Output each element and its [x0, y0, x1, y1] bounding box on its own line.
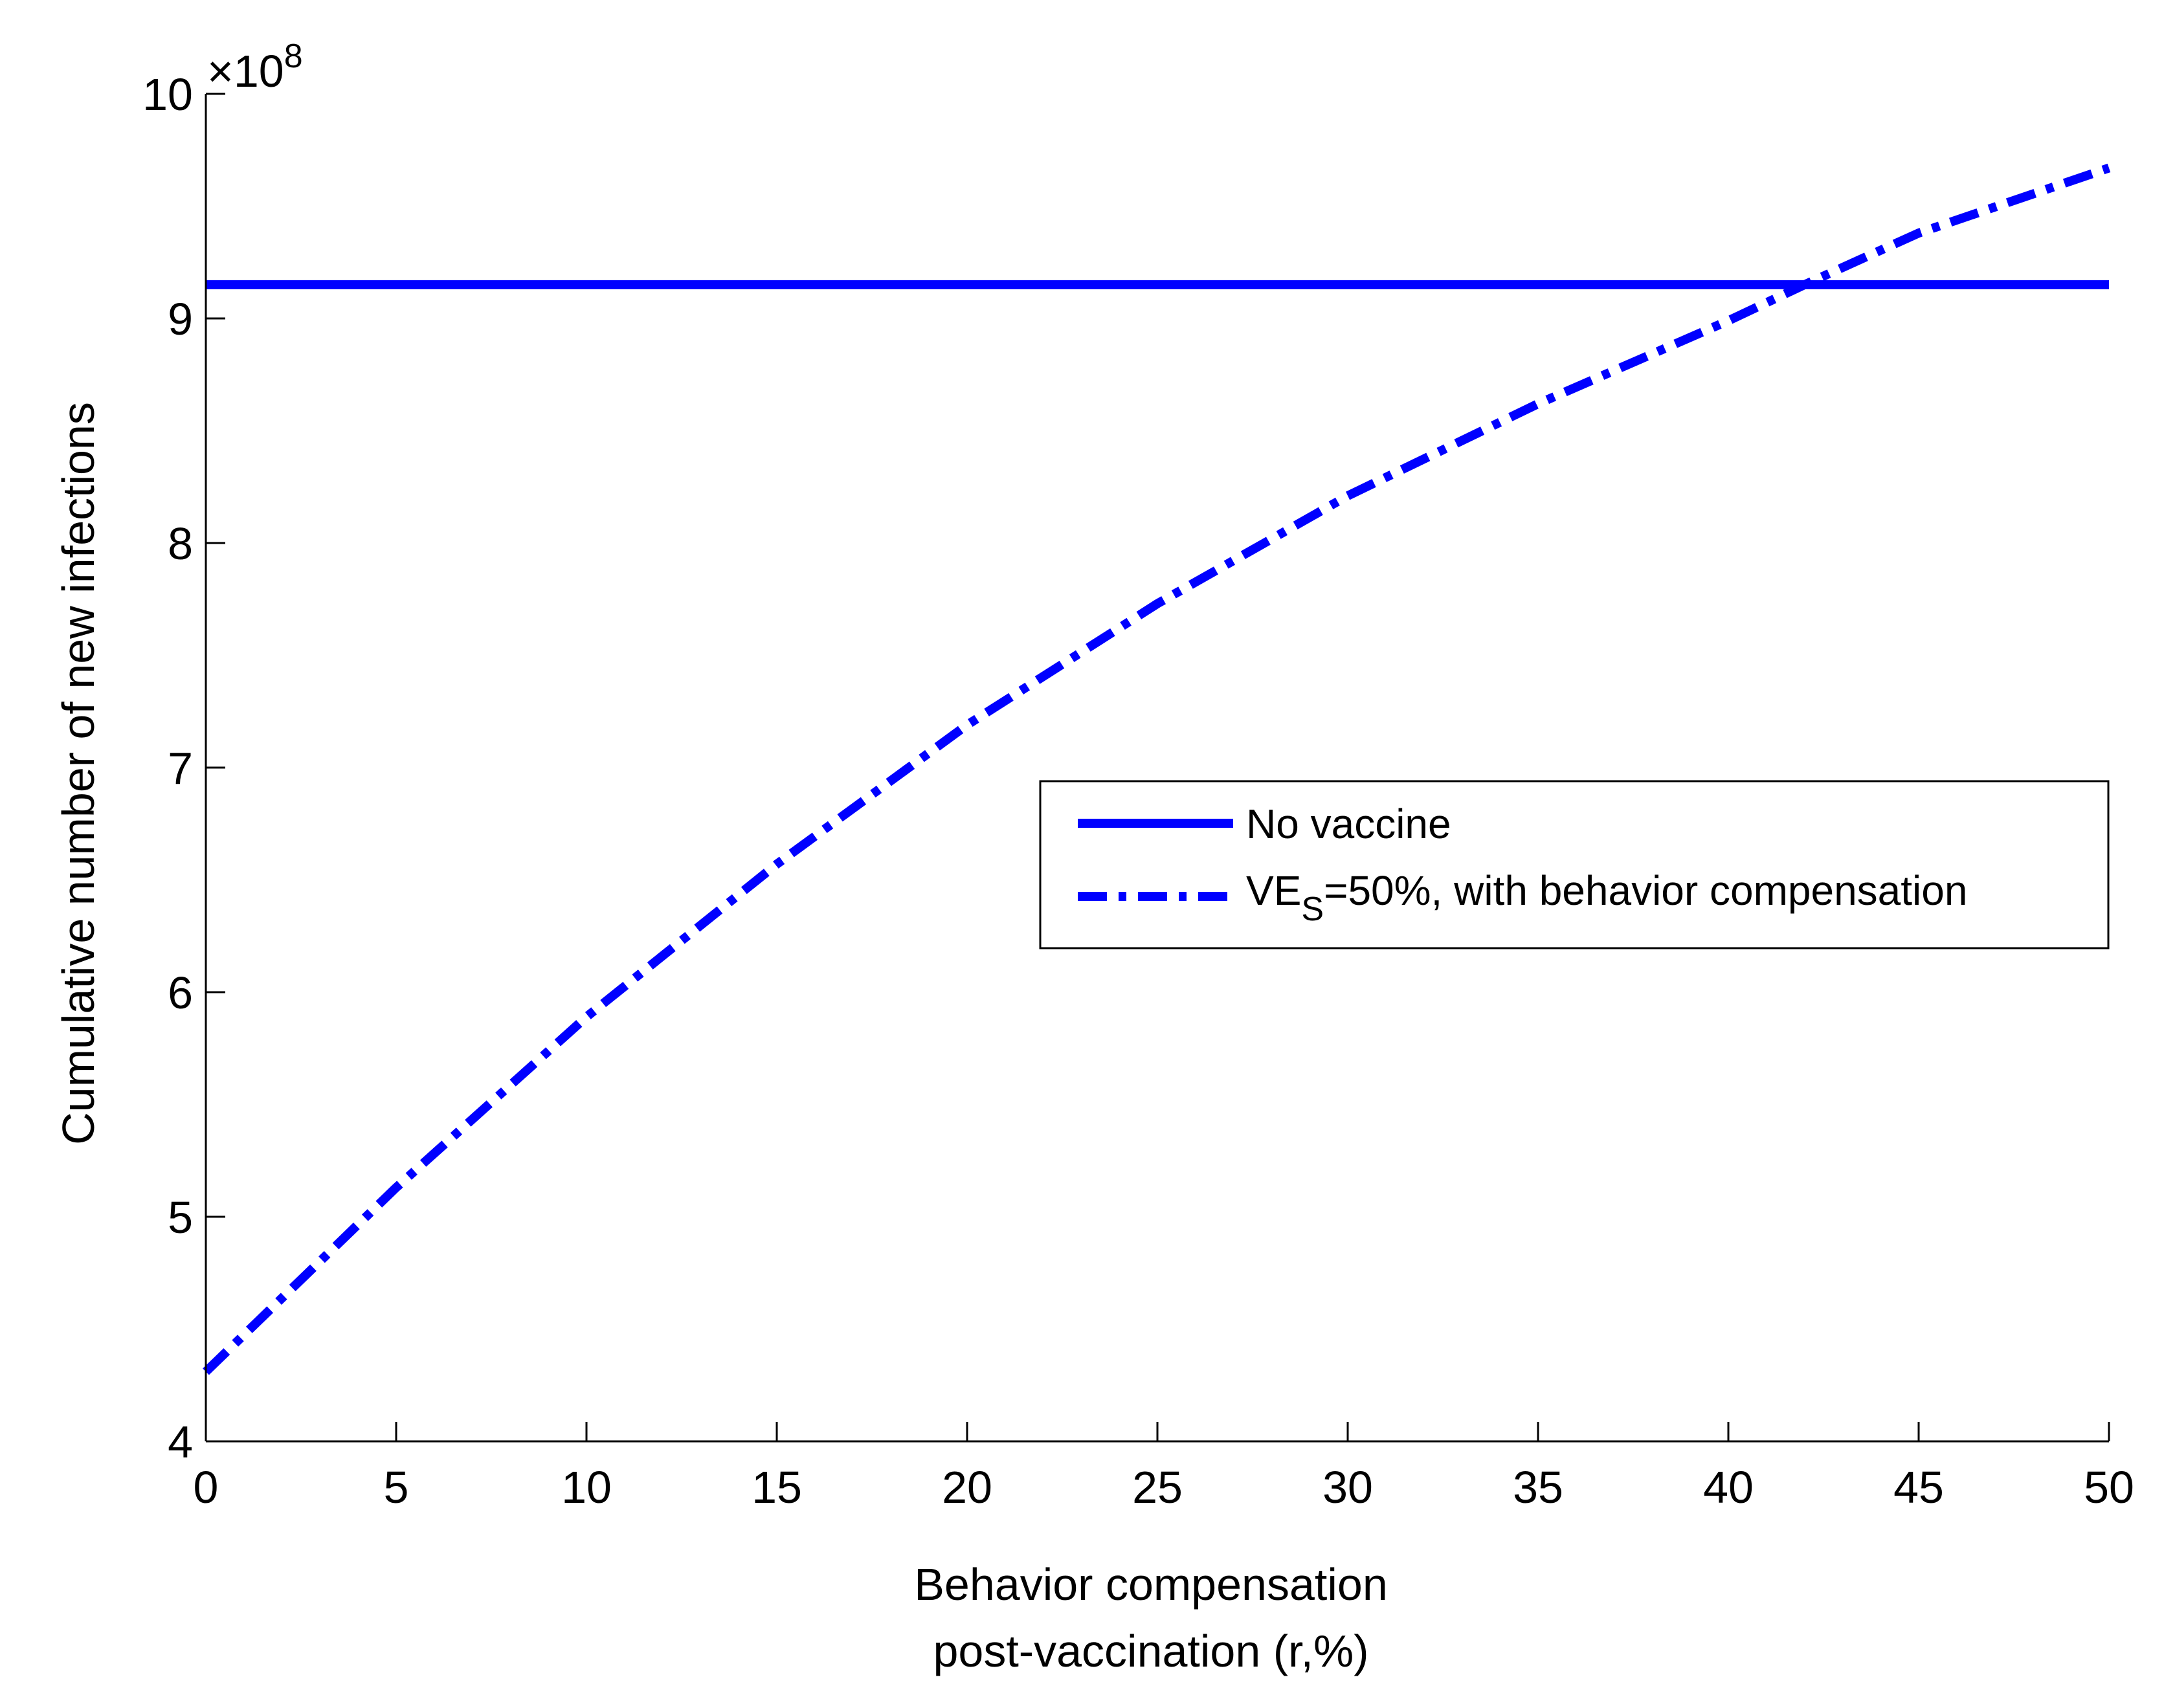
y-tick-label-6: 6 — [168, 968, 193, 1018]
x-tick-label-35: 35 — [1513, 1462, 1563, 1513]
y-multiplier-base: ×10 — [207, 46, 284, 96]
legend: No vaccine VES=50%, with behavior compen… — [1039, 780, 2110, 949]
y-tick-label-8: 8 — [168, 518, 193, 569]
legend-label-ves-prefix: VE — [1246, 867, 1301, 914]
y-multiplier-exponent: 8 — [284, 38, 303, 75]
y-tick-label-10: 10 — [142, 69, 193, 120]
y-tick-label-7: 7 — [168, 743, 193, 793]
x-tick-label-10: 10 — [561, 1462, 612, 1513]
legend-label-ves: VES=50%, with behavior compensation — [1246, 867, 1967, 928]
x-tick-label-15: 15 — [752, 1462, 802, 1513]
x-tick-label-25: 25 — [1132, 1462, 1183, 1513]
y-axis-title: Cumulative number of new infections — [53, 402, 104, 1145]
x-tick-label-20: 20 — [942, 1462, 992, 1513]
x-tick-label-45: 45 — [1893, 1462, 1944, 1513]
y-tick-label-5: 5 — [168, 1192, 193, 1243]
x-tick-label-50: 50 — [2084, 1462, 2134, 1513]
x-tick-label-5: 5 — [384, 1462, 409, 1513]
x-tick-label-40: 40 — [1703, 1462, 1754, 1513]
legend-label-ves-subscript: S — [1301, 891, 1324, 928]
legend-box — [1039, 780, 2110, 949]
x-axis-title-line-1: Behavior compensation — [914, 1559, 1388, 1610]
plot-background — [206, 94, 2109, 1441]
x-tick-label-0: 0 — [194, 1462, 219, 1513]
legend-label-ves-suffix: =50%, with behavior compensation — [1324, 867, 1967, 914]
series-layer — [203, 163, 2111, 1375]
y-tick-label-9: 9 — [168, 294, 193, 344]
x-axis-title-line-2: post-vaccination (r,%) — [933, 1626, 1368, 1676]
x-tick-label-30: 30 — [1322, 1462, 1373, 1513]
y-axis-multiplier: ×108 — [207, 38, 303, 96]
series-line-1 — [203, 163, 2111, 1375]
plot-area — [206, 94, 2109, 1441]
legend-label-no-vaccine: No vaccine — [1246, 801, 1451, 847]
y-tick-label-4: 4 — [168, 1417, 193, 1467]
